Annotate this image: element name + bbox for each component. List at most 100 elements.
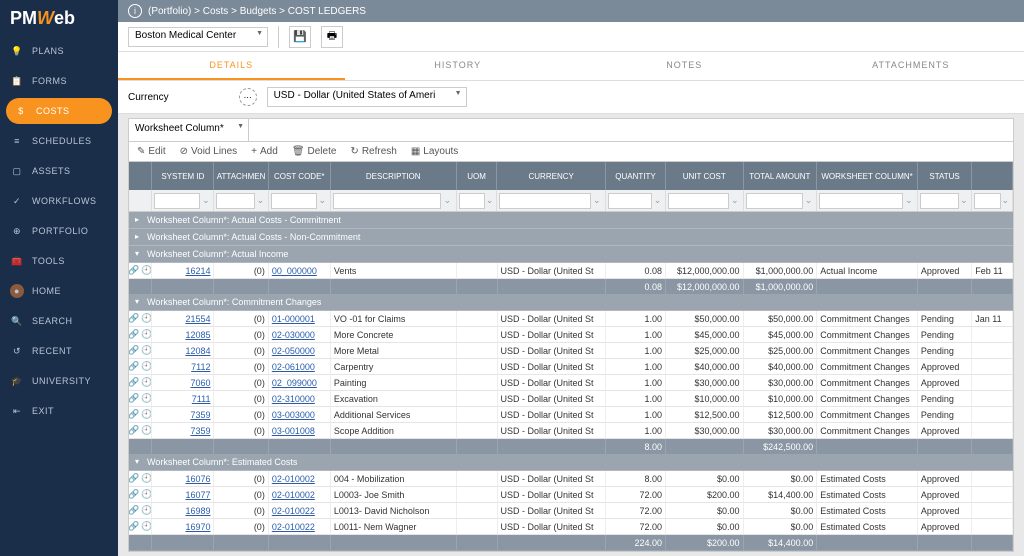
column-header[interactable]: COST CODE* — [269, 162, 331, 190]
sidebar-item-costs[interactable]: $COSTS — [6, 98, 112, 124]
edit-button[interactable]: ✎ Edit — [137, 146, 166, 157]
print-button[interactable]: 🖶 — [321, 26, 343, 48]
column-header[interactable]: QUANTITY — [606, 162, 666, 190]
clock-icon[interactable]: 🕘 — [141, 361, 152, 372]
sidebar-item-forms[interactable]: 📋FORMS — [0, 66, 118, 96]
filter-input[interactable] — [459, 193, 485, 209]
tab-attachments[interactable]: ATTACHMENTS — [798, 52, 1024, 80]
filter-icon[interactable]: ⌄ — [959, 195, 970, 206]
filter-icon[interactable]: ⌄ — [441, 195, 453, 206]
filter-input[interactable] — [608, 193, 652, 209]
group-header[interactable]: Worksheet Column*: Estimated Costs — [129, 454, 1013, 471]
filter-input[interactable] — [746, 193, 803, 209]
sidebar-item-recent[interactable]: ↺RECENT — [0, 336, 118, 366]
worksheet-column-dropdown[interactable]: Worksheet Column* — [129, 119, 249, 141]
filter-input[interactable] — [920, 193, 959, 209]
clock-icon[interactable]: 🕘 — [141, 521, 152, 532]
link-icon[interactable]: 🔗 — [129, 505, 139, 516]
filter-input[interactable] — [974, 193, 1000, 209]
tab-details[interactable]: DETAILS — [118, 52, 345, 80]
table-row[interactable]: 🔗🕘16076(0)02-010002004 - MobilizationUSD… — [129, 471, 1013, 487]
link-icon[interactable]: 🔗 — [129, 345, 139, 356]
save-button[interactable]: 💾 — [289, 26, 311, 48]
link-icon[interactable]: 🔗 — [129, 313, 139, 324]
link-icon[interactable]: 🔗 — [129, 473, 139, 484]
group-header[interactable]: Worksheet Column*: Actual Costs - Non-Co… — [129, 229, 1013, 246]
clock-icon[interactable]: 🕘 — [141, 505, 152, 516]
layouts-button[interactable]: ▦ Layouts — [411, 146, 458, 157]
group-header[interactable]: Worksheet Column*: Commitment Changes — [129, 294, 1013, 311]
group-header[interactable]: Worksheet Column*: Forecasts — [129, 550, 1013, 552]
column-header[interactable]: UNIT COST — [666, 162, 744, 190]
filter-icon[interactable]: ⌄ — [903, 195, 915, 206]
link-icon[interactable]: 🔗 — [129, 425, 139, 436]
column-header[interactable]: DESCRIPTION — [331, 162, 457, 190]
clock-icon[interactable]: 🕘 — [141, 425, 152, 436]
clock-icon[interactable]: 🕘 — [141, 345, 152, 356]
filter-icon[interactable]: ⌄ — [255, 195, 266, 206]
table-row[interactable]: 🔗🕘7060(0)02_099000PaintingUSD - Dollar (… — [129, 375, 1013, 391]
info-icon[interactable]: i — [128, 4, 142, 18]
sidebar-item-schedules[interactable]: ≡SCHEDULES — [0, 126, 118, 156]
filter-icon[interactable]: ⌄ — [729, 195, 741, 206]
sidebar-item-portfolio[interactable]: ⊕PORTFOLIO — [0, 216, 118, 246]
clock-icon[interactable]: 🕘 — [141, 409, 152, 420]
column-header[interactable]: ATTACHMEN — [214, 162, 268, 190]
filter-input[interactable] — [499, 193, 590, 209]
table-row[interactable]: 🔗🕘12085(0)02-030000More ConcreteUSD - Do… — [129, 327, 1013, 343]
filter-input[interactable] — [271, 193, 317, 209]
link-icon[interactable]: 🔗 — [129, 393, 139, 404]
sidebar-item-assets[interactable]: ▢ASSETS — [0, 156, 118, 186]
sidebar-item-plans[interactable]: 💡PLANS — [0, 36, 118, 66]
clock-icon[interactable]: 🕘 — [141, 329, 152, 340]
filter-input[interactable] — [819, 193, 903, 209]
link-icon[interactable]: 🔗 — [129, 361, 139, 372]
clock-icon[interactable]: 🕘 — [141, 313, 152, 324]
table-row[interactable]: 🔗🕘16989(0)02-010022L0013- David Nicholso… — [129, 503, 1013, 519]
table-row[interactable]: 🔗🕘12084(0)02-050000More MetalUSD - Dolla… — [129, 343, 1013, 359]
column-header[interactable]: SYSTEM ID — [152, 162, 214, 190]
filter-icon[interactable]: ⌄ — [317, 195, 328, 206]
clock-icon[interactable]: 🕘 — [141, 489, 152, 500]
sidebar-item-workflows[interactable]: ✓WORKFLOWS — [0, 186, 118, 216]
delete-button[interactable]: 🗑 Delete — [292, 146, 337, 157]
link-icon[interactable]: 🔗 — [129, 489, 139, 500]
table-row[interactable]: 🔗🕘16214(0)00_000000VentsUSD - Dollar (Un… — [129, 263, 1013, 279]
table-row[interactable]: 🔗🕘16077(0)02-010002L0003- Joe SmithUSD -… — [129, 487, 1013, 503]
link-icon[interactable]: 🔗 — [129, 377, 139, 388]
refresh-button[interactable]: ↻ Refresh — [350, 146, 396, 157]
filter-icon[interactable]: ⌄ — [200, 195, 211, 206]
void-lines-button[interactable]: ⊘ Void Lines — [180, 146, 238, 157]
column-header[interactable] — [129, 162, 152, 190]
link-icon[interactable]: 🔗 — [129, 329, 139, 340]
table-row[interactable]: 🔗🕘7359(0)03-003000Additional ServicesUSD… — [129, 407, 1013, 423]
table-row[interactable]: 🔗🕘7359(0)03-001008Scope AdditionUSD - Do… — [129, 423, 1013, 439]
sidebar-item-tools[interactable]: 🧰TOOLS — [0, 246, 118, 276]
link-icon[interactable]: 🔗 — [129, 521, 139, 532]
column-header[interactable]: WORKSHEET COLUMN* — [817, 162, 918, 190]
filter-input[interactable] — [333, 193, 441, 209]
table-row[interactable]: 🔗🕘7111(0)02-310000ExcavationUSD - Dollar… — [129, 391, 1013, 407]
clock-icon[interactable]: 🕘 — [141, 377, 152, 388]
column-header[interactable]: CURRENCY — [497, 162, 605, 190]
column-header[interactable]: STATUS — [918, 162, 972, 190]
tab-history[interactable]: HISTORY — [345, 52, 572, 80]
filter-input[interactable] — [668, 193, 729, 209]
filter-input[interactable] — [216, 193, 255, 209]
currency-picker-icon[interactable]: ⋯ — [239, 88, 257, 106]
filter-icon[interactable]: ⌄ — [485, 195, 495, 206]
table-row[interactable]: 🔗🕘7112(0)02-061000CarpentryUSD - Dollar … — [129, 359, 1013, 375]
currency-dropdown[interactable]: USD - Dollar (United States of Ameri — [267, 87, 467, 107]
link-icon[interactable]: 🔗 — [129, 409, 139, 420]
project-dropdown[interactable]: Boston Medical Center — [128, 27, 268, 47]
column-header[interactable]: UOM — [457, 162, 498, 190]
filter-icon[interactable]: ⌄ — [652, 195, 663, 206]
filter-icon[interactable]: ⌄ — [1001, 195, 1011, 206]
table-row[interactable]: 🔗🕘21554(0)01-000001VO -01 for ClaimsUSD … — [129, 311, 1013, 327]
clock-icon[interactable]: 🕘 — [141, 265, 152, 276]
filter-icon[interactable]: ⌄ — [591, 195, 603, 206]
filter-input[interactable] — [154, 193, 200, 209]
sidebar-item-home[interactable]: ●HOME — [0, 276, 118, 306]
group-header[interactable]: Worksheet Column*: Actual Costs - Commit… — [129, 212, 1013, 229]
link-icon[interactable]: 🔗 — [129, 265, 139, 276]
